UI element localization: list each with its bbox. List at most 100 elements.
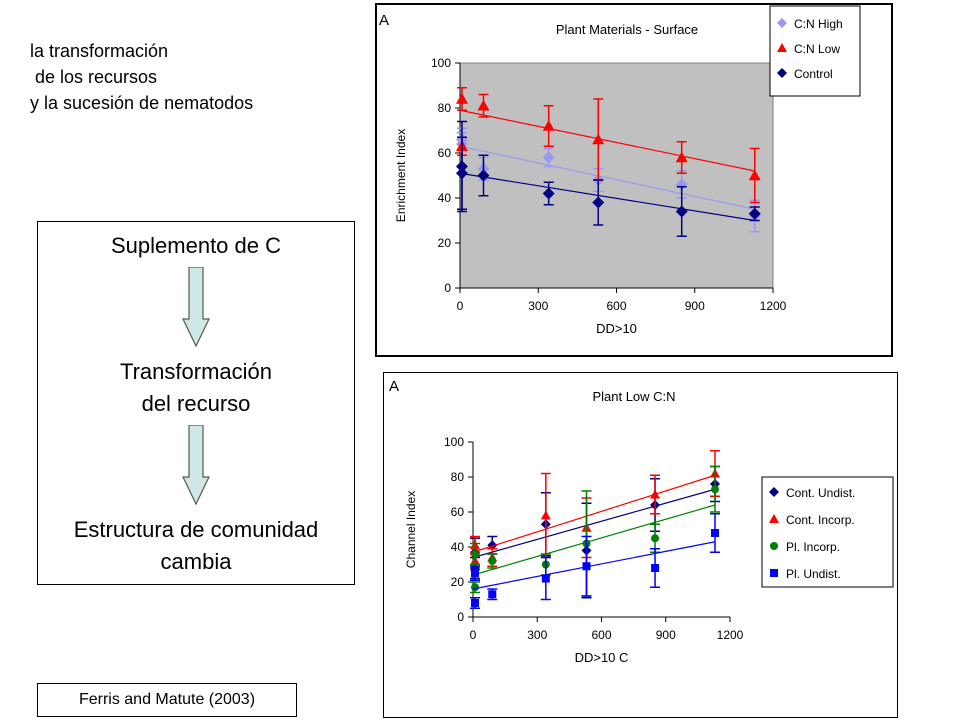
chart-channel-frame: A Plant Low C:N 0 20 40 60 80 100 0 300 600 900 1200… [383,372,898,718]
chart-channel-svg: A Plant Low C:N 0 20 40 60 80 100 0 300 600 900 1200… [389,378,894,665]
data-point [592,196,605,209]
panel-label: A [379,12,389,29]
legend-marker [770,542,778,550]
data-point [488,557,497,565]
data-point [711,529,720,537]
flow-step-carbon-supplement: Suplemento de C [111,233,281,258]
data-point [675,205,688,218]
trend-line [472,474,716,553]
data-point [471,550,479,558]
trend-line [472,541,716,590]
data-point [748,207,761,220]
data-point [748,169,761,181]
y-axis-label: Channel Index [404,491,418,568]
legend-marker [777,18,787,28]
legend-box [761,476,894,588]
x-tick-label: 900 [656,628,676,642]
y-tick-label: 60 [438,146,452,160]
legend: Cont. Undist. Cont. Incorp. Pl. Incorp. Pl.… [761,476,894,588]
flow-step-resource-transformation-2: del recurso [141,391,251,416]
data-point [487,540,498,551]
chart-enrichment-svg: A Plant Materials - Surface 0 20 40 60 80 100 0 3… [379,5,861,336]
chart-enrichment-frame: A Plant Materials - Surface 0 20 40 60 80 100 0 3… [375,3,893,357]
legend-marker [769,514,779,523]
x-tick-label: 0 [457,299,464,313]
legend-label: C:N Low [794,42,840,56]
y-tick-label: 100 [444,435,464,449]
y-tick-label: 80 [438,101,452,115]
y-tick-label: 0 [457,610,464,624]
data-point [456,167,468,180]
data-point [542,187,555,200]
chart-title: Plant Low C:N [592,389,675,404]
legend-marker [770,569,778,577]
data-point [471,599,479,607]
data-point [651,534,660,543]
data-point [582,562,591,571]
data-point [711,485,720,494]
data-point [542,120,555,131]
chart-title: Plant Materials - Surface [556,22,698,37]
trend-line [472,504,716,576]
legend-marker [777,43,787,52]
series-pl-undist- [470,513,721,609]
trend-line [459,145,755,210]
flow-step-community-structure-2: cambia [160,549,232,574]
y-tick-label: 40 [451,540,465,554]
flow-step-resource-transformation-1: Transformación [119,359,272,384]
legend-marker [777,68,787,78]
series-c-n-low [456,87,761,204]
data-point [650,489,661,499]
y-axis-label: Enrichment Index [394,129,408,222]
x-tick-label: 0 [470,628,477,642]
data-point [456,93,468,104]
x-tick-label: 300 [528,299,548,313]
data-point [471,569,479,578]
data-point [471,583,479,592]
data-point [477,99,490,111]
data-point [540,510,551,520]
title-line-3: y la sucesión de nematodos [30,93,254,113]
x-tick-label: 300 [527,628,547,642]
x-tick-label: 1200 [760,299,787,313]
data-point [477,169,490,182]
y-tick-label: 40 [438,191,452,205]
y-tick-label: 0 [444,281,451,295]
flow-arrow-down-icon [182,425,210,505]
legend-label: Pl. Undist. [786,567,841,581]
plot-area [459,62,774,289]
flow-diagram-box: Suplemento de C Transformación del recur… [37,221,355,585]
series-control [456,120,761,237]
data-point [592,133,605,145]
data-point [541,574,550,583]
legend-label: Pl. Incorp. [786,540,840,554]
x-tick-label: 600 [591,628,611,642]
y-tick-label: 100 [431,56,451,70]
trend-line [459,109,755,172]
legend-label: Cont. Incorp. [786,513,855,527]
panel-label: A [389,378,399,395]
data-point [651,564,660,572]
data-point [488,590,497,599]
y-tick-label: 60 [451,505,465,519]
x-tick-label: 600 [606,299,626,313]
flow-arrow-down-icon [182,267,210,347]
legend-label: Control [794,67,833,81]
title-line-1: la transformación [30,41,169,61]
title-line-2: de los recursos [30,67,158,87]
trend-line [472,488,716,559]
legend: C:N High C:N Low Control [769,5,861,97]
x-axis-label: DD>10 C [575,650,629,665]
x-axis-label: DD>10 [596,321,637,336]
citation-box: Ferris and Matute (2003) [37,683,297,717]
legend-label: Cont. Undist. [786,486,855,500]
x-tick-label: 1200 [717,628,744,642]
legend-marker [769,487,779,497]
trend-line [459,172,755,222]
slide-title: la transformación de los recursos y la s… [30,38,253,116]
data-point [542,151,555,164]
series-cont-incorp- [470,450,721,571]
data-point [675,151,688,163]
y-tick-label: 20 [438,236,452,250]
y-tick-label: 20 [451,575,465,589]
